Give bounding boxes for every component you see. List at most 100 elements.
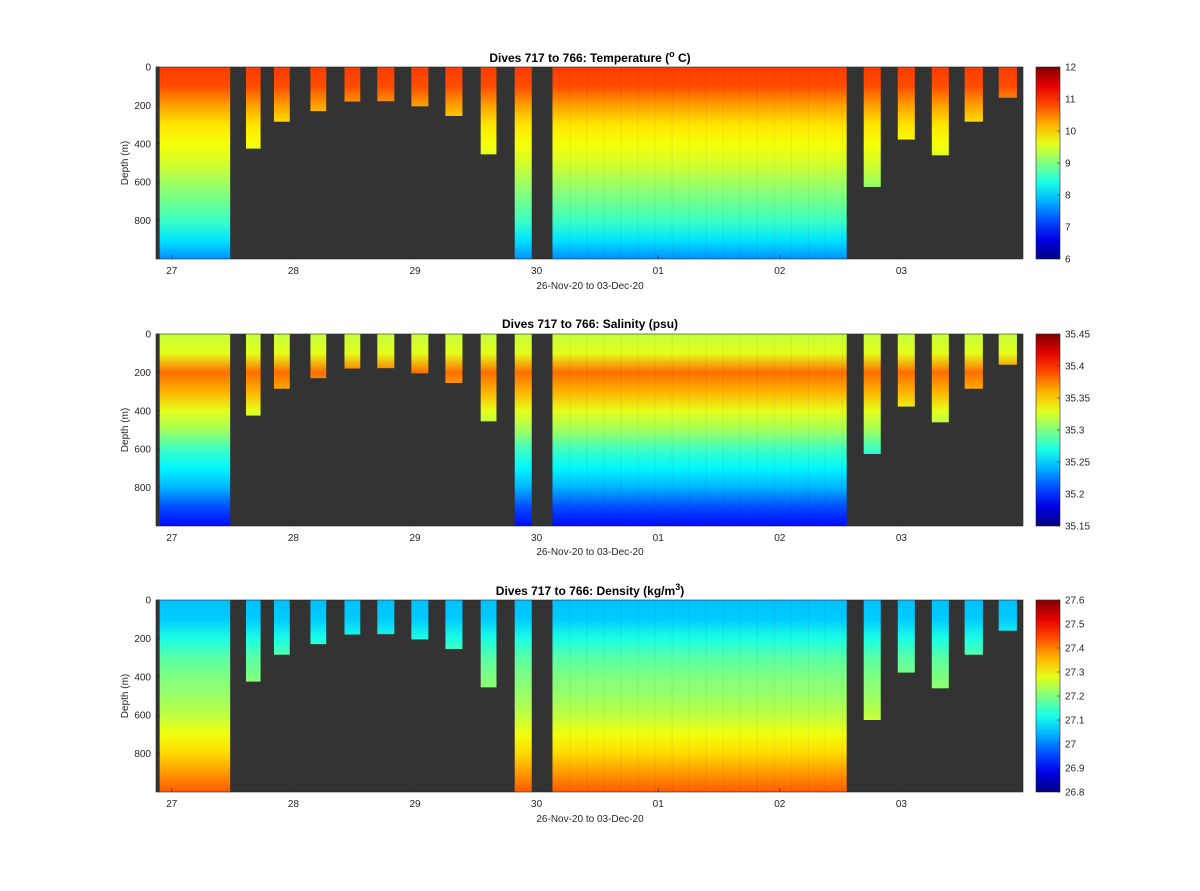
- x-tick-label: 30: [531, 533, 543, 544]
- plot-frame: [155, 66, 1024, 260]
- colorbar-gradient: [1035, 66, 1061, 260]
- profile-striation: [603, 600, 605, 792]
- dive-profile-15: [998, 334, 1017, 365]
- dive-profile-1: [245, 600, 261, 682]
- dive-profile-7: [445, 600, 463, 649]
- dive-profile-4: [344, 334, 361, 369]
- profile-striation: [586, 600, 588, 792]
- title-superscript: 3: [675, 582, 680, 592]
- profile-striation: [824, 334, 826, 526]
- salinity-ylabel: Depth (m): [120, 408, 131, 452]
- colorbar-tick-label: 27.3: [1065, 668, 1085, 679]
- temperature-title: Dives 717 to 766: Temperature (o C): [489, 49, 690, 65]
- dive-profile-13: [931, 67, 949, 156]
- dive-profile-6: [411, 67, 429, 107]
- dive-profile-4: [344, 67, 361, 102]
- x-tick-label: 29: [409, 266, 421, 277]
- dive-profile-0: [159, 334, 231, 526]
- dive-profile-0: [159, 600, 231, 792]
- dive-profile-4: [344, 600, 361, 635]
- profile-striation: [688, 334, 690, 526]
- profile-striation: [790, 67, 792, 259]
- y-tick-label: 200: [134, 634, 151, 645]
- profile-striation: [586, 67, 588, 259]
- profile-striation: [790, 600, 792, 792]
- x-tick-label: 30: [531, 266, 543, 277]
- temperature-x-axis: 27 28 29 30 01 02 03: [166, 255, 907, 277]
- profile-striation: [637, 600, 639, 792]
- colorbar-tick-label: 35.45: [1065, 330, 1090, 341]
- dive-profile-13: [931, 600, 949, 689]
- plot-frame: [155, 333, 1024, 527]
- salinity-xlabel: 26-Nov-20 to 03-Dec-20: [536, 547, 644, 558]
- profile-striation: [671, 67, 673, 259]
- y-tick-label: 600: [134, 711, 151, 722]
- profile-striation: [671, 600, 673, 792]
- density-ylabel: Depth (m): [120, 674, 131, 718]
- colorbar-tick-label: 7: [1065, 223, 1071, 234]
- x-tick-label: 02: [774, 533, 786, 544]
- dive-profile-3: [310, 334, 327, 379]
- colorbar-gradient: [1035, 599, 1061, 793]
- colorbar-tick-label: 27.5: [1065, 620, 1085, 631]
- x-tick-label: 02: [774, 799, 786, 810]
- plot-frame: [155, 599, 1024, 793]
- density-panel: Dives 717 to 766: Density (kg/m3) Depth …: [120, 582, 1085, 825]
- dive-profile-12: [897, 334, 915, 407]
- dive-profile-11: [863, 67, 881, 187]
- dive-profile-9: [514, 600, 532, 792]
- profile-striation: [722, 334, 724, 526]
- y-tick-label: 800: [134, 749, 151, 760]
- profile-striation: [569, 600, 571, 792]
- y-tick-label: 600: [134, 445, 151, 456]
- density-x-axis: 27 28 29 30 01 02 03: [166, 788, 907, 810]
- salinity-panel: Dives 717 to 766: Salinity (psu) Depth (…: [120, 317, 1090, 558]
- dive-profile-3: [310, 67, 327, 112]
- colorbar-tick-label: 10: [1065, 127, 1077, 138]
- profile-striation: [620, 334, 622, 526]
- colorbar-tick-label: 26.9: [1065, 764, 1085, 775]
- colorbar-tick-label: 9: [1065, 159, 1071, 170]
- profile-striation: [705, 67, 707, 259]
- profile-striation: [773, 600, 775, 792]
- colorbar-gradient: [1035, 333, 1061, 527]
- salinity-colorbar: 35.15 35.2 35.25 35.3 35.35 35.4 35.45: [1035, 330, 1090, 533]
- dive-profile-7: [445, 334, 463, 383]
- profile-striation: [603, 67, 605, 259]
- colorbar-tick-label: 27.6: [1065, 596, 1085, 607]
- profile-striation: [552, 600, 554, 792]
- dive-profile-8: [480, 67, 497, 155]
- profile-striation: [756, 334, 758, 526]
- density-colorbar: 26.8 26.9 27 27.1 27.2 27.3 27.4 27.5 27.6: [1035, 596, 1085, 799]
- y-tick-label: 0: [145, 63, 151, 74]
- x-tick-label: 02: [774, 266, 786, 277]
- dive-profile-1: [245, 67, 261, 149]
- profile-striation: [654, 600, 656, 792]
- x-tick-label: 29: [409, 533, 421, 544]
- profile-striation: [739, 334, 741, 526]
- profile-striation: [688, 67, 690, 259]
- x-tick-label: 29: [409, 799, 421, 810]
- profile-striation: [552, 334, 554, 526]
- profile-striation: [569, 67, 571, 259]
- x-tick-label: 03: [896, 266, 908, 277]
- profile-striation: [722, 600, 724, 792]
- profile-striation: [654, 334, 656, 526]
- colorbar-tick-label: 27.4: [1065, 644, 1085, 655]
- dive-profile-12: [897, 600, 915, 673]
- profile-striation: [841, 67, 843, 259]
- y-tick-label: 200: [134, 368, 151, 379]
- profile-striation: [637, 67, 639, 259]
- profile-striation: [620, 600, 622, 792]
- y-tick-label: 0: [145, 596, 151, 607]
- colorbar-tick-label: 12: [1065, 63, 1077, 74]
- dive-profile-13: [931, 334, 949, 423]
- profile-striation: [739, 67, 741, 259]
- salinity-x-axis: 27 28 29 30 01 02 03: [166, 522, 907, 544]
- dive-profile-0: [159, 67, 231, 259]
- x-tick-label: 27: [166, 799, 178, 810]
- dive-profile-2: [273, 67, 290, 122]
- profile-striation: [824, 600, 826, 792]
- dive-profile-6: [411, 600, 429, 640]
